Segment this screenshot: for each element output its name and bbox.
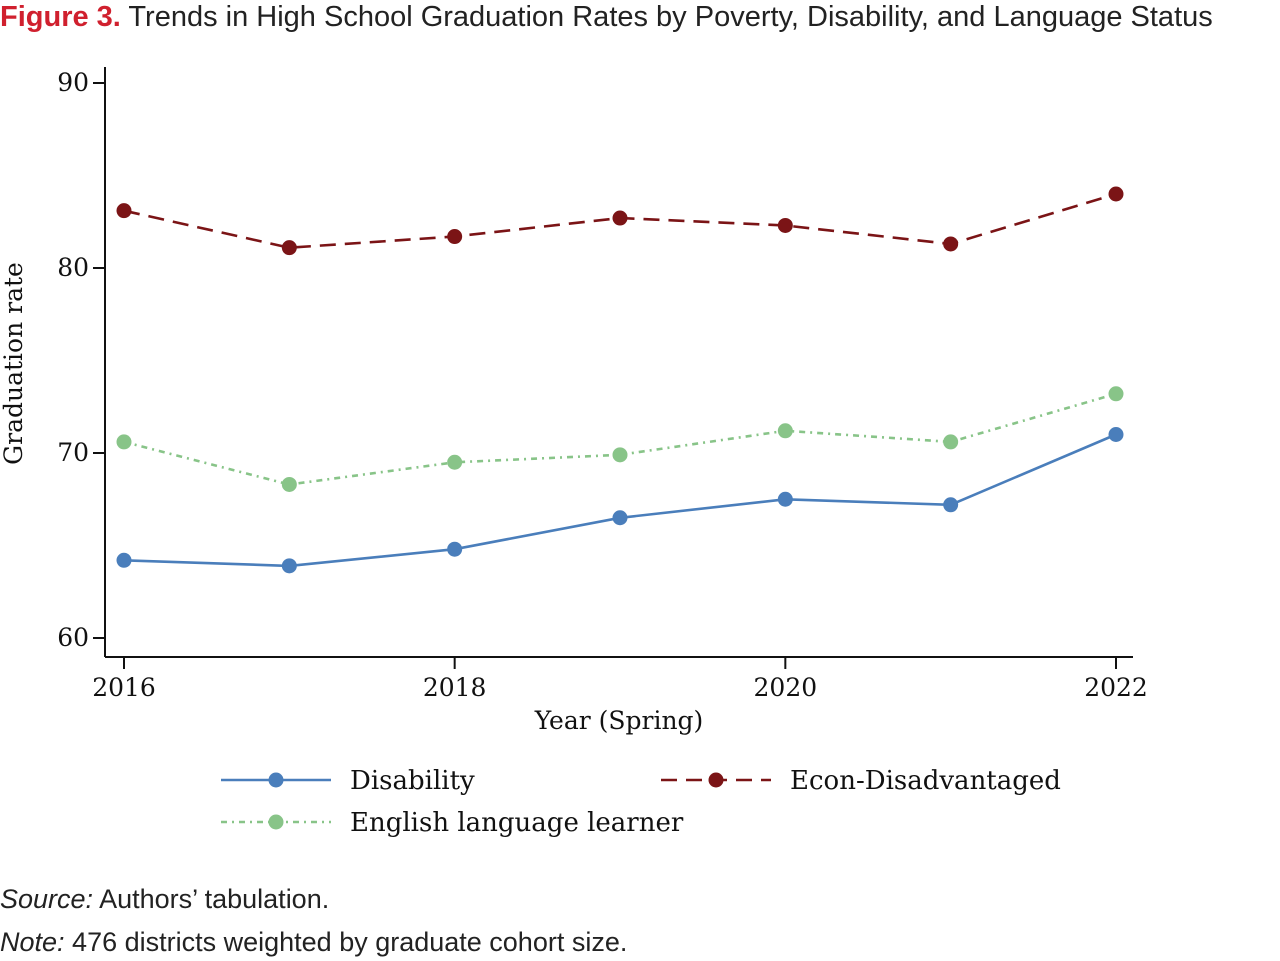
x-tick-label: 2016 xyxy=(92,673,156,702)
legend-label: Econ-Disadvantaged xyxy=(790,766,1061,796)
data-point xyxy=(447,454,463,470)
legend-label: Disability xyxy=(350,766,475,796)
data-point xyxy=(447,229,463,245)
note-lead: Note: xyxy=(0,927,65,957)
legend-marker xyxy=(708,772,724,788)
data-point xyxy=(943,434,959,450)
x-tick-label: 2018 xyxy=(423,673,487,702)
data-point xyxy=(777,491,793,507)
data-point xyxy=(116,203,132,219)
data-point xyxy=(1108,427,1124,442)
source-note: Source: Authors’ tabulation. xyxy=(0,884,329,915)
data-point xyxy=(1108,386,1124,402)
figure-title: Figure 3. Trends in High School Graduati… xyxy=(0,0,1213,34)
legend-marker xyxy=(268,814,284,830)
legend-label: English language learner xyxy=(350,808,684,838)
x-tick-label: 2022 xyxy=(1084,673,1148,702)
data-point xyxy=(777,217,793,233)
series-line xyxy=(123,392,1117,486)
data-point xyxy=(116,434,132,450)
figure-number: Figure 3. xyxy=(0,1,121,33)
y-axis-label: Graduation rate xyxy=(0,262,28,465)
source-text: Authors’ tabulation. xyxy=(93,884,330,914)
note-text: 476 districts weighted by graduate cohor… xyxy=(64,927,628,957)
line-chart: 60 70 80 90 2016 2018 2020 2022 Year (Spring) Gra… xyxy=(0,67,1148,838)
data-point xyxy=(943,236,959,252)
data-point xyxy=(612,210,628,226)
data-point xyxy=(281,558,297,574)
x-axis-label: Year (Spring) xyxy=(534,706,704,735)
y-tick-label: 60 xyxy=(57,623,89,652)
footnote: Note: 476 districts weighted by graduate… xyxy=(0,927,627,958)
y-tick-label: 70 xyxy=(57,438,89,467)
data-point xyxy=(612,447,628,463)
data-point xyxy=(777,423,793,439)
data-point xyxy=(447,541,463,557)
x-tick-label: 2020 xyxy=(754,673,818,702)
data-point xyxy=(281,240,297,256)
data-point xyxy=(116,552,132,568)
y-tick-label: 80 xyxy=(57,253,89,282)
data-point xyxy=(281,476,297,492)
y-tick-label: 90 xyxy=(57,68,89,97)
data-point xyxy=(1108,186,1124,202)
legend-marker xyxy=(268,772,284,788)
figure-title-text: Trends in High School Graduation Rates b… xyxy=(128,1,1213,33)
data-point xyxy=(943,497,959,513)
source-lead: Source: xyxy=(0,884,94,914)
data-point xyxy=(612,510,628,526)
